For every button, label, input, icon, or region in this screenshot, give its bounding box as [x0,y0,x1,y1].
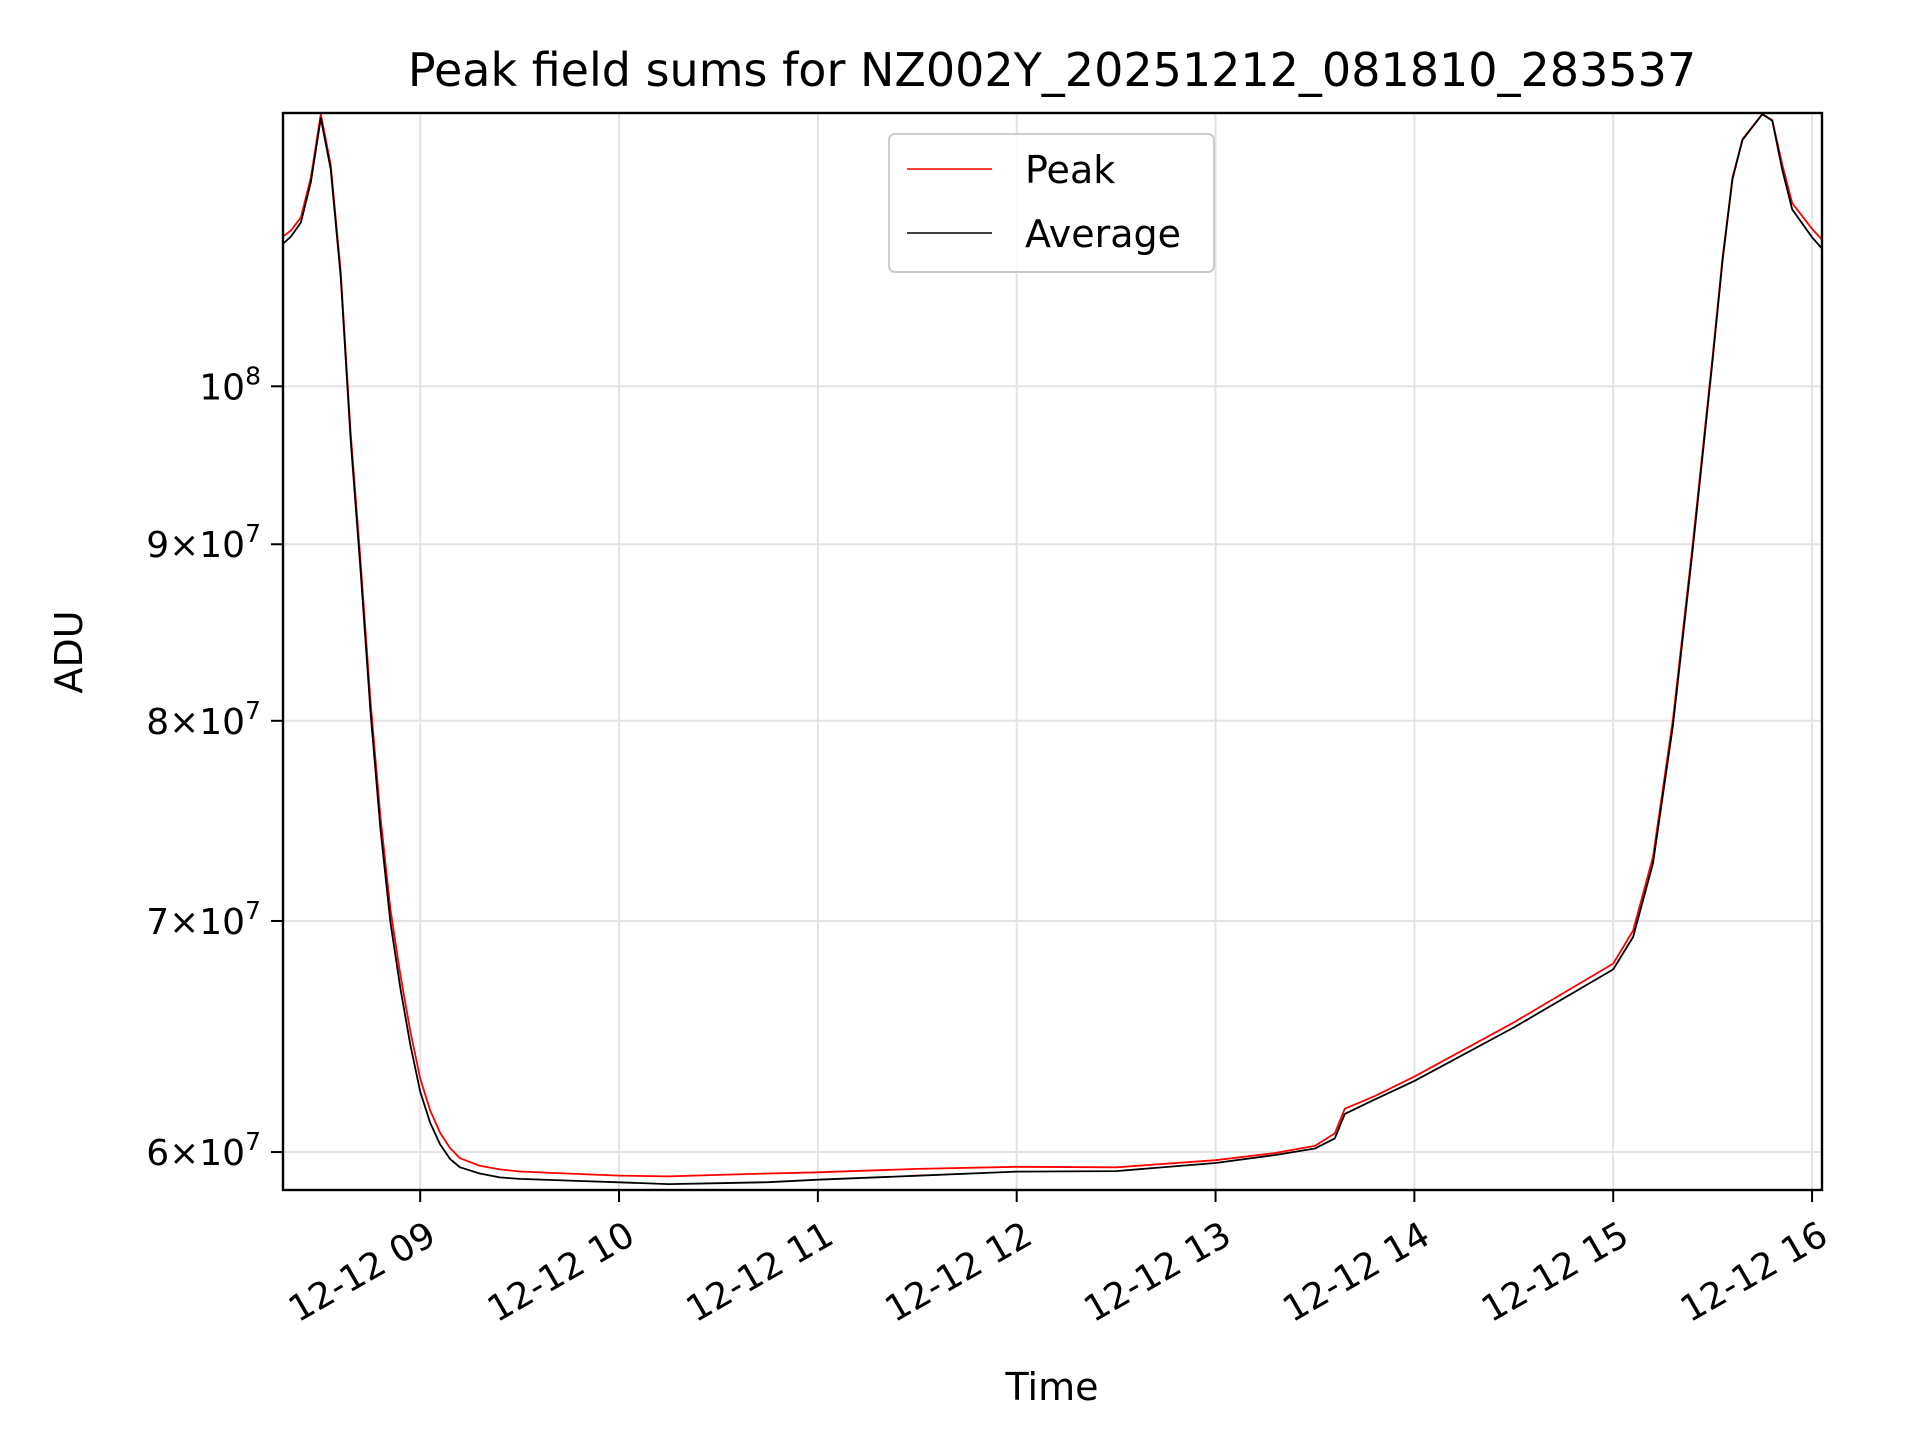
series-layer [282,113,1823,1185]
x-axis-label: Time [1005,1365,1099,1409]
y-axis-label: ADU [47,610,91,693]
series-line-average [282,113,1823,1185]
y-tick-label: 9×107 [146,519,261,566]
y-tick-label: 6×107 [146,1127,261,1174]
grid-layer [283,113,1822,1190]
y-tick-label: 7×107 [146,896,261,943]
y-tick-label: 108 [199,361,261,408]
legend: Peak Average [888,133,1215,273]
y-axis-ticks: 6×107 7×107 8×107 9×107 108 [146,361,283,1174]
y-tick-label: 8×107 [146,696,261,743]
plot-frame [281,111,1824,1192]
legend-label-peak: Peak [1025,148,1115,192]
legend-label-average: Average [1025,212,1181,256]
chart-title: Peak field sums for NZ002Y_20251212_0818… [408,43,1696,97]
